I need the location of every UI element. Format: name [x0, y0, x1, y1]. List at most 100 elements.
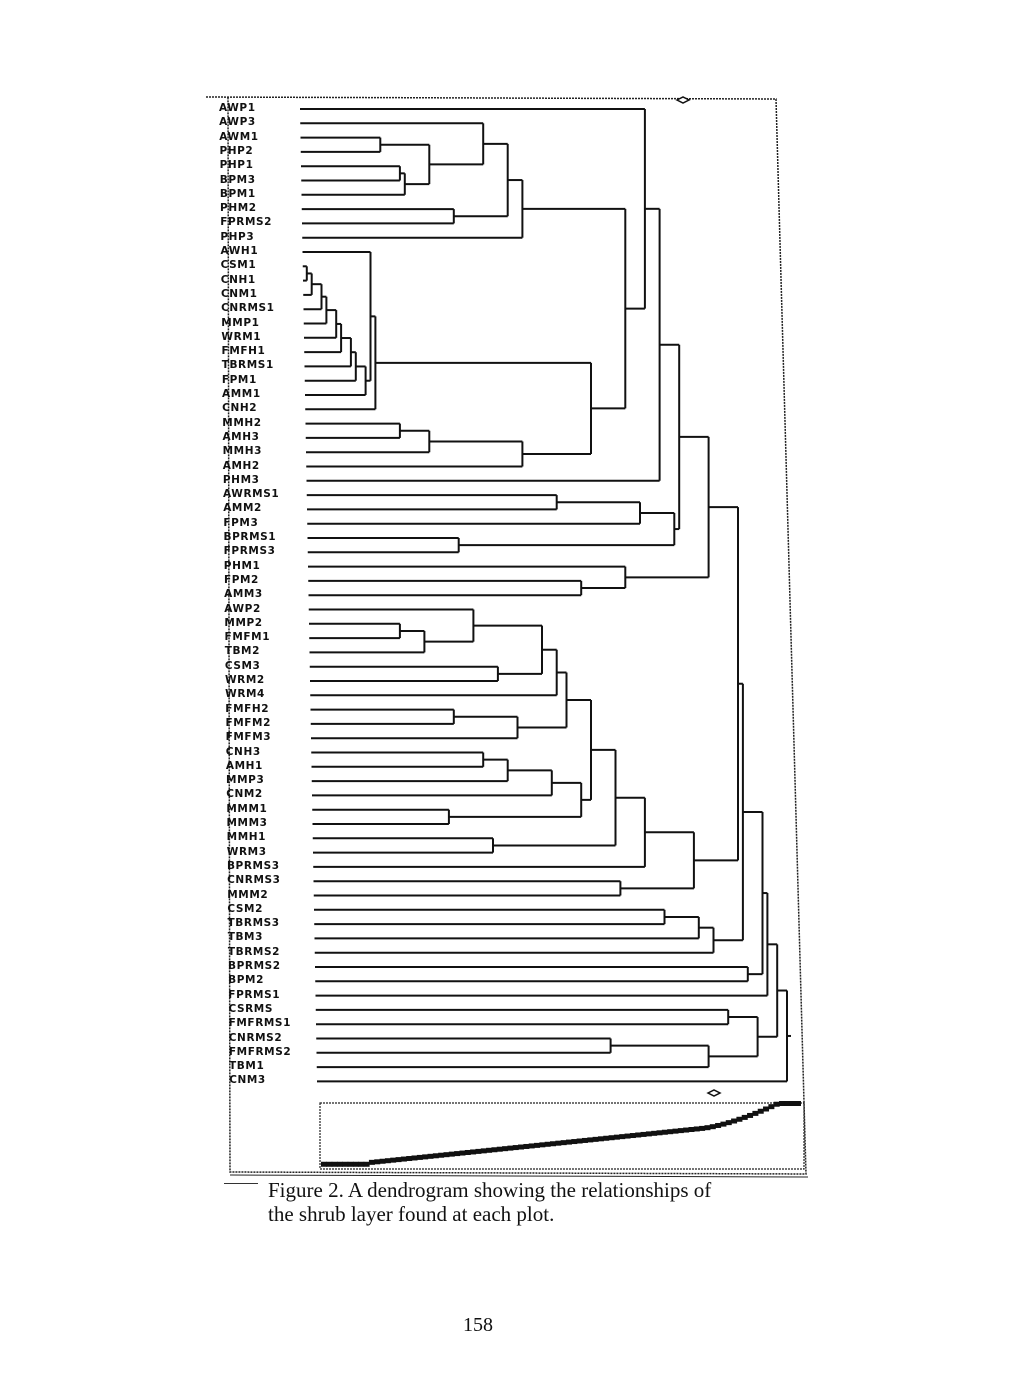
curve-point — [342, 1161, 349, 1167]
leaf-label: MMP1 — [221, 316, 260, 329]
curve-point — [550, 1141, 557, 1147]
curve-point — [667, 1129, 674, 1135]
curve-point — [326, 1161, 333, 1167]
leaf-label: CSM1 — [220, 259, 257, 272]
curve-point — [693, 1126, 700, 1132]
leaf-label: TBM1 — [229, 1060, 265, 1073]
leaf-label: FPM2 — [223, 573, 259, 586]
curve-point — [741, 1114, 748, 1120]
curve-point — [635, 1132, 642, 1138]
leaf-label: MMH2 — [222, 416, 262, 429]
leaf-label: FMFRMS2 — [228, 1045, 292, 1058]
curve-point — [795, 1101, 801, 1106]
curve-point — [613, 1134, 620, 1140]
curve-point — [683, 1127, 690, 1133]
leaf-label: MMM3 — [226, 817, 268, 829]
leaf-label: MMM1 — [226, 802, 268, 815]
leaf-label: AWP3 — [219, 116, 256, 129]
leaf-label: CNH1 — [220, 273, 256, 286]
leaf-label: MMH1 — [226, 831, 267, 844]
curve-point — [352, 1161, 359, 1167]
curve-point — [528, 1143, 535, 1149]
curve-point — [321, 1161, 327, 1167]
caption-rule — [224, 1183, 258, 1184]
curve-point — [747, 1112, 754, 1118]
leaf-label: PHM2 — [220, 202, 257, 215]
curve-point — [400, 1156, 407, 1162]
leaf-label: BPRMS1 — [223, 531, 277, 543]
curve-point — [581, 1137, 588, 1143]
curve-point — [358, 1161, 365, 1167]
leaf-label: AMM1 — [222, 388, 261, 400]
curve-point — [432, 1153, 439, 1159]
curve-point — [752, 1110, 759, 1116]
leaf-label: AMH3 — [222, 430, 260, 443]
curve-point — [459, 1150, 466, 1156]
curve-point — [331, 1161, 338, 1167]
curve-point — [757, 1108, 764, 1114]
leaf-label: CNH3 — [225, 745, 261, 758]
curve-point — [789, 1101, 796, 1106]
leaf-label: FMFM1 — [224, 631, 271, 644]
curve-point — [709, 1124, 716, 1130]
leaf-label: AWRMS1 — [223, 488, 280, 501]
curve-point — [624, 1133, 631, 1139]
curve-point — [544, 1141, 551, 1147]
curve-point — [448, 1151, 455, 1157]
curve-point — [384, 1158, 391, 1164]
curve-point — [699, 1125, 706, 1131]
leaf-label: TBM3 — [227, 931, 264, 944]
curve-point — [661, 1129, 668, 1135]
curve-point — [731, 1118, 738, 1124]
leaf-label: FPRMS3 — [223, 545, 276, 558]
curve-point — [518, 1144, 525, 1150]
curve-point — [374, 1159, 381, 1165]
curve-point — [464, 1149, 471, 1155]
curve-point — [704, 1125, 711, 1131]
leaf-label: BPM2 — [228, 974, 264, 987]
figure-frame — [205, 96, 809, 1178]
curve-point — [736, 1116, 743, 1122]
curve-point — [619, 1134, 626, 1140]
curve-point — [406, 1156, 413, 1162]
leaf-label: WRM1 — [221, 330, 262, 343]
leaf-label: BPM3 — [219, 173, 256, 186]
curve-point — [438, 1152, 445, 1158]
diamond-marker-top — [675, 96, 691, 104]
leaf-label: PHP1 — [219, 159, 254, 172]
leaf-label: AWM1 — [219, 130, 259, 143]
curve-point — [645, 1131, 652, 1137]
leaf-label: CSM2 — [227, 902, 264, 915]
dendrogram-tree — [300, 108, 791, 1083]
curve-point — [656, 1130, 663, 1136]
curve-point — [640, 1131, 647, 1137]
leaf-label: CNRMS3 — [227, 874, 281, 887]
curve-point — [565, 1139, 572, 1145]
distance-curve-plot — [321, 1101, 801, 1167]
curve-point — [571, 1139, 578, 1145]
curve-point — [379, 1158, 386, 1164]
curve-point — [677, 1128, 684, 1134]
curve-point — [475, 1148, 482, 1154]
leaf-label: CNRMS2 — [228, 1031, 283, 1044]
curve-point — [560, 1140, 567, 1146]
curve-point — [454, 1151, 461, 1157]
leaf-label: TBM2 — [224, 645, 261, 658]
leaf-label: AMH2 — [222, 459, 260, 472]
caption-line-2: the shrub layer found at each plot. — [268, 1202, 555, 1226]
curve-point — [688, 1127, 695, 1133]
leaf-label: WRM2 — [225, 674, 265, 686]
leaf-label: BPRMS3 — [226, 859, 280, 872]
leaf-label: FPM3 — [223, 516, 259, 529]
leaf-label: MMM2 — [227, 888, 269, 901]
leaf-label: PHP3 — [220, 230, 255, 243]
leaf-label: MMH3 — [222, 445, 262, 458]
curve-point — [512, 1145, 519, 1151]
curve-point — [496, 1146, 503, 1152]
leaf-label: AMM2 — [223, 502, 262, 515]
leaf-label: PHM3 — [222, 473, 260, 486]
curve-point — [534, 1142, 541, 1148]
leaf-label: AWP1 — [219, 102, 256, 114]
curve-point — [502, 1146, 509, 1152]
curve-point — [390, 1157, 397, 1163]
